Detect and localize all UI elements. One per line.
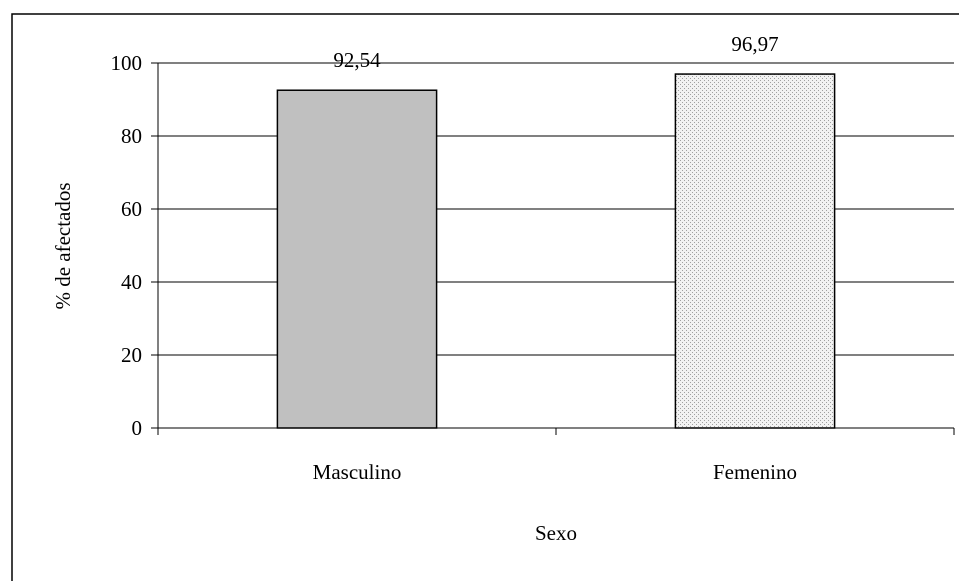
y-tick-label-100: 100 <box>111 51 143 75</box>
y-tick-label-60: 60 <box>121 197 142 221</box>
category-label-femenino: Femenino <box>713 460 797 484</box>
category-label-masculino: Masculino <box>313 460 402 484</box>
y-axis-title: % de afectados <box>51 182 75 309</box>
y-tick-label-80: 80 <box>121 124 142 148</box>
bar-femenino <box>675 74 834 428</box>
data-label-femenino: 96,97 <box>731 32 778 56</box>
data-label-masculino: 92,54 <box>333 48 381 72</box>
bar-masculino <box>277 90 436 428</box>
y-tick-label-40: 40 <box>121 270 142 294</box>
y-tick-label-20: 20 <box>121 343 142 367</box>
x-axis-title: Sexo <box>535 521 577 545</box>
y-tick-label-0: 0 <box>132 416 143 440</box>
